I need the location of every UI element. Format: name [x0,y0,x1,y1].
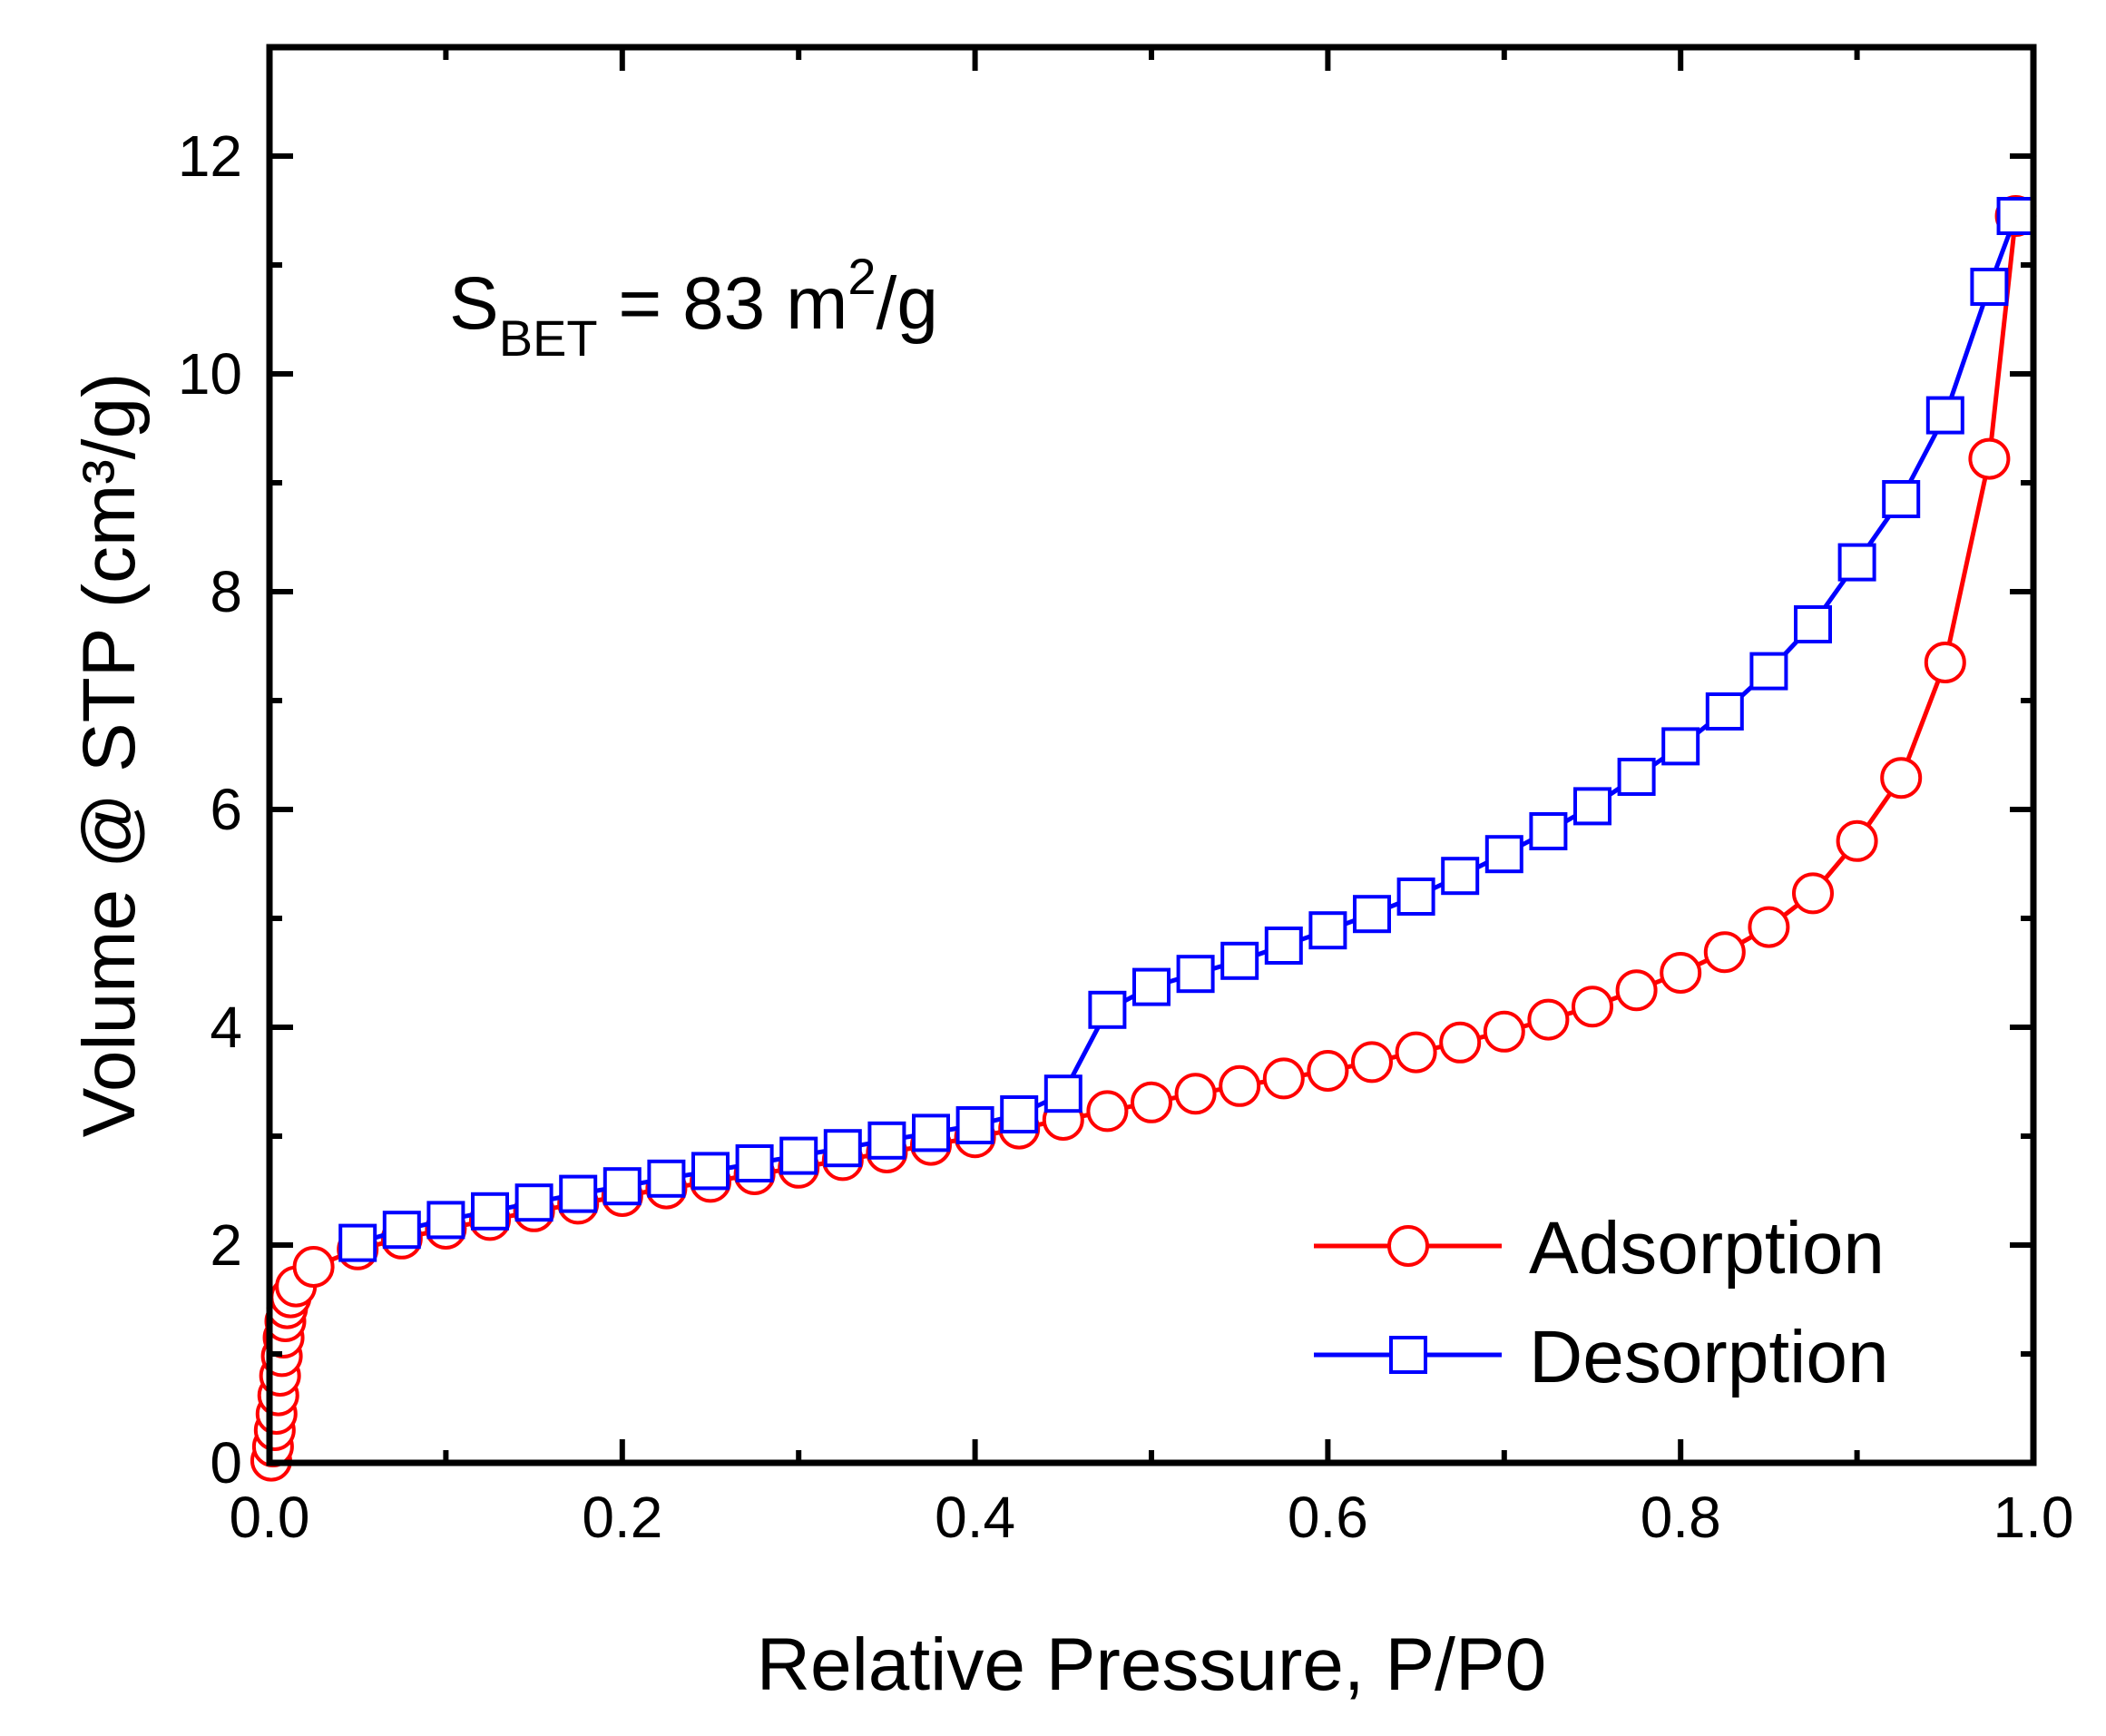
data-point-adsorption [1307,1050,1349,1092]
data-point-desorption [955,1106,994,1144]
data-point-desorption [426,1201,465,1240]
y-axis-title: Volume @ STP (cm³/g) [68,373,151,1138]
data-point-adsorption [1748,906,1790,948]
data-point-desorption [1396,878,1435,916]
data-point-desorption [1176,955,1215,994]
data-point-adsorption [1262,1057,1305,1100]
data-point-adsorption [1395,1031,1437,1074]
x-tick-label: 0.2 [582,1485,662,1550]
data-point-adsorption [1174,1073,1217,1115]
data-point-desorption [1264,927,1303,965]
y-axis-ticks: 0 2 4 6 8 10 12 [178,44,2033,1496]
data-point-adsorption [1924,642,1966,683]
data-point-adsorption [1131,1081,1172,1123]
series-desorption [338,197,2035,1262]
legend: Adsorption Desorption [1314,1207,1889,1398]
series-layer [250,195,2037,1482]
data-point-adsorption [1660,952,1702,994]
data-point-desorption [912,1113,950,1152]
data-point-desorption [1837,543,1876,582]
data-point-desorption [1441,857,1480,896]
x-tick-label: 1.0 [1993,1485,2074,1550]
x-tick-label: 0.4 [935,1485,1015,1550]
y-tick-label: 6 [210,777,242,842]
bet-annotation-superscript: 2 [847,248,876,305]
y-tick-label: 8 [210,559,242,624]
data-point-adsorption [1086,1090,1129,1133]
data-point-desorption [1970,268,2009,306]
data-point-desorption [602,1167,642,1206]
bet-annotation-body: = 83 m [598,262,848,345]
data-point-adsorption [1968,437,2011,480]
data-point-adsorption [1351,1041,1393,1084]
y-tick-label: 10 [178,341,242,407]
x-tick-label: 0.6 [1288,1485,1368,1550]
bet-annotation-prefix: S [449,262,499,345]
data-point-desorption [1220,941,1259,980]
data-point-desorption [1353,895,1391,934]
data-point-desorption [867,1121,906,1160]
data-point-adsorption [1615,969,1658,1012]
data-point-desorption [1088,990,1127,1029]
data-point-adsorption [1483,1010,1525,1053]
data-point-desorption [1749,652,1788,691]
data-point-desorption [559,1174,598,1213]
bet-annotation: SBET = 83 m2/g [449,248,938,367]
data-point-desorption [1661,727,1700,766]
data-point-desorption [1000,1095,1039,1133]
data-point-desorption [1617,758,1656,796]
x-axis-title: Relative Pressure, P/P0 [757,1623,1547,1706]
data-point-desorption [1529,812,1568,850]
data-point-desorption [1043,1074,1082,1113]
legend-label-desorption: Desorption [1529,1316,1889,1398]
legend-marker-adsorption [1387,1225,1429,1267]
data-point-adsorption [1439,1021,1482,1064]
legend-label-adsorption: Adsorption [1529,1207,1885,1290]
x-axis-ticks: 0.0 0.2 0.4 0.6 0.8 1.0 [230,47,2074,1550]
data-point-desorption [1925,396,1964,435]
bet-annotation-subscript: BET [499,309,598,367]
y-tick-label: 2 [210,1212,242,1278]
data-point-desorption [735,1144,774,1182]
y-tick-label: 4 [210,995,242,1060]
x-tick-label: 0.0 [230,1485,310,1550]
y-tick-label: 0 [210,1430,242,1496]
x-tick-label: 0.8 [1641,1485,1721,1550]
data-point-desorption [1794,605,1832,643]
data-point-desorption [647,1159,686,1198]
series-adsorption [250,195,2037,1482]
data-point-desorption [1484,835,1523,874]
bet-annotation-suffix: /g [877,262,938,345]
data-point-adsorption [1703,931,1746,974]
data-point-desorption [382,1211,421,1250]
data-point-desorption [514,1183,553,1222]
data-point-desorption [471,1192,509,1231]
data-point-adsorption [1880,757,1923,799]
data-point-desorption [779,1136,818,1175]
data-point-adsorption [1527,998,1570,1041]
data-point-desorption [691,1152,730,1191]
data-point-desorption [1308,911,1347,950]
data-point-desorption [1882,480,1921,518]
data-point-adsorption [1572,986,1613,1028]
data-point-adsorption [1836,819,1878,862]
data-point-desorption [823,1129,862,1168]
data-point-desorption [1996,197,2035,235]
y-tick-label: 12 [178,123,242,189]
data-point-adsorption [292,1246,335,1288]
data-point-desorption [1705,692,1744,731]
data-point-adsorption [1792,872,1834,915]
data-point-desorption [1573,787,1611,826]
data-point-adsorption [1219,1064,1261,1107]
data-point-desorption [1132,967,1171,1006]
data-point-desorption [338,1223,377,1262]
legend-marker-desorption [1389,1336,1427,1374]
